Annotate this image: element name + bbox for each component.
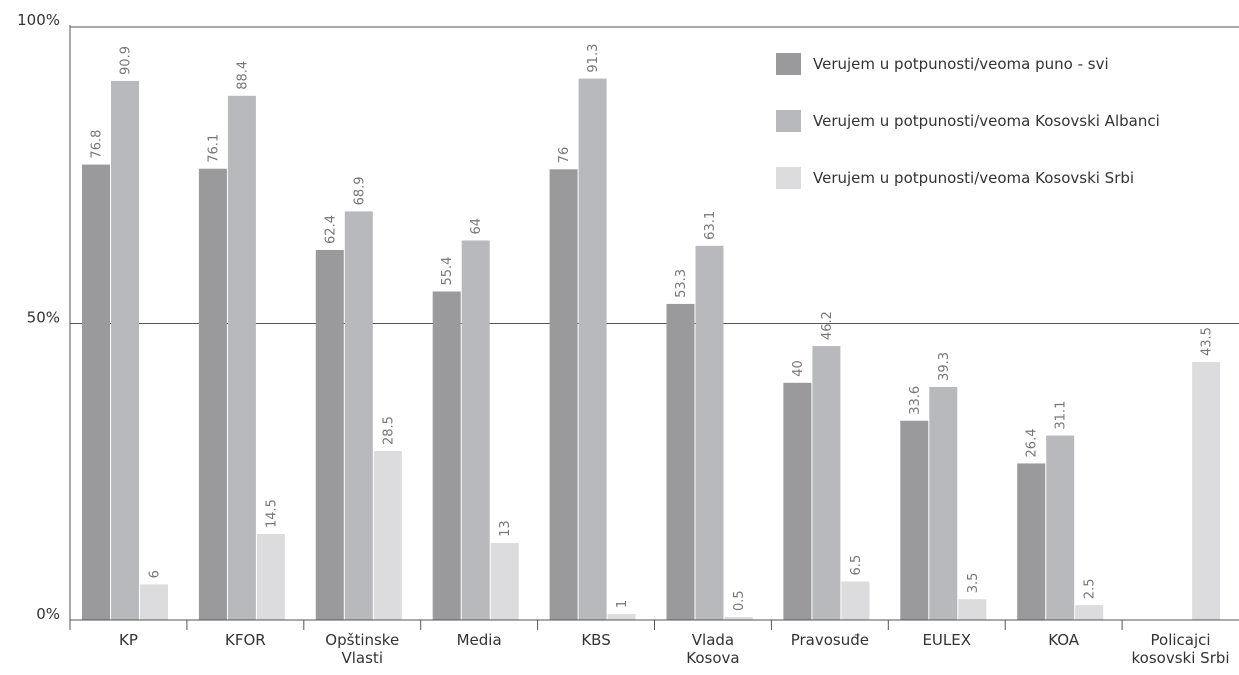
data-label: 31.1 — [1054, 401, 1069, 430]
x-tick-label: Vlada Kosova — [686, 631, 739, 667]
bar — [227, 95, 256, 620]
data-label: 6.5 — [849, 555, 864, 576]
data-label: 43.5 — [1200, 327, 1215, 356]
bar — [490, 542, 519, 620]
bar — [900, 420, 929, 620]
x-tick-label: Pravosuđe — [791, 631, 869, 649]
legend-swatch — [776, 167, 801, 189]
x-tick-label: EULEX — [922, 631, 971, 649]
bar — [695, 245, 724, 620]
legend-label: Verujem u potpunosti/veoma puno - svi — [813, 55, 1109, 73]
bar — [607, 614, 636, 620]
data-label: 76.1 — [206, 134, 221, 163]
bar — [256, 534, 285, 620]
data-label: 63.1 — [703, 211, 718, 240]
bar — [432, 291, 461, 620]
data-label: 88.4 — [235, 61, 250, 90]
data-label: 53.3 — [674, 269, 689, 298]
bar — [1192, 362, 1221, 620]
data-label: 1 — [615, 600, 630, 608]
bar — [315, 249, 344, 620]
bar — [461, 240, 490, 621]
data-label: 64 — [469, 218, 484, 235]
data-label: 6 — [148, 570, 163, 578]
bar — [929, 386, 958, 620]
bars — [82, 78, 1221, 621]
data-label: 39.3 — [937, 352, 952, 381]
data-label: 3.5 — [966, 573, 981, 594]
x-tick-label: KFOR — [225, 631, 266, 649]
data-label: 28.5 — [381, 416, 396, 445]
bar — [1017, 463, 1046, 620]
data-label: 90.9 — [119, 46, 134, 75]
x-tick-label: Opštinske Vlasti — [325, 631, 399, 667]
bar — [344, 211, 373, 620]
data-label: 55.4 — [440, 257, 455, 286]
bar — [373, 450, 402, 620]
axes: 0% 50% 100% KP KFOR Opštinske Vlasti Media KBS Vl… — [17, 11, 1239, 667]
data-label: 2.5 — [1083, 578, 1098, 599]
x-tick-label: KOA — [1048, 631, 1080, 649]
legend-label: Verujem u potpunosti/veoma Kosovski Alba… — [813, 112, 1160, 130]
legend-label: Verujem u potpunosti/veoma Kosovski Srbi — [813, 169, 1134, 187]
x-tick-label: Policajci kosovski Srbi — [1132, 631, 1230, 667]
bar — [549, 169, 578, 620]
x-tick-label: KBS — [581, 631, 610, 649]
data-label: 76.8 — [90, 130, 105, 159]
bar — [666, 303, 695, 620]
legend-swatch — [776, 53, 801, 75]
x-tick-label: Media — [457, 631, 502, 649]
bar — [841, 581, 870, 620]
bar — [724, 617, 753, 620]
gridlines — [70, 26, 1239, 324]
data-label: 33.6 — [908, 386, 923, 415]
legend: Verujem u potpunosti/veoma puno - svi Ver… — [776, 53, 1160, 189]
data-label: 13 — [498, 520, 513, 537]
bar — [578, 78, 607, 620]
bar — [140, 584, 168, 620]
data-labels: 76.8 76.1 62.4 55.4 76 53.3 40 33.6 26.4 90.9 88.4… — [90, 44, 1215, 611]
data-label: 76 — [557, 147, 572, 164]
bar — [111, 80, 139, 620]
data-label: 40 — [791, 360, 806, 377]
y-tick-label: 100% — [17, 11, 60, 29]
legend-swatch — [776, 110, 801, 132]
bar — [812, 346, 841, 620]
data-label: 26.4 — [1025, 428, 1040, 457]
data-label: 62.4 — [323, 215, 338, 244]
x-tick-label: KP — [119, 631, 138, 649]
bar — [958, 599, 987, 620]
bar — [1075, 605, 1104, 620]
y-tick-label: 50% — [27, 309, 60, 327]
bar — [783, 382, 812, 620]
data-label: 46.2 — [820, 311, 835, 340]
data-label: 14.5 — [264, 499, 279, 528]
data-label: 68.9 — [352, 176, 367, 205]
bar — [198, 168, 227, 621]
data-label: 0.5 — [732, 590, 747, 611]
y-tick-label: 0% — [36, 605, 60, 623]
bar — [1046, 435, 1075, 620]
bar — [82, 164, 110, 621]
data-label: 91.3 — [586, 44, 601, 73]
